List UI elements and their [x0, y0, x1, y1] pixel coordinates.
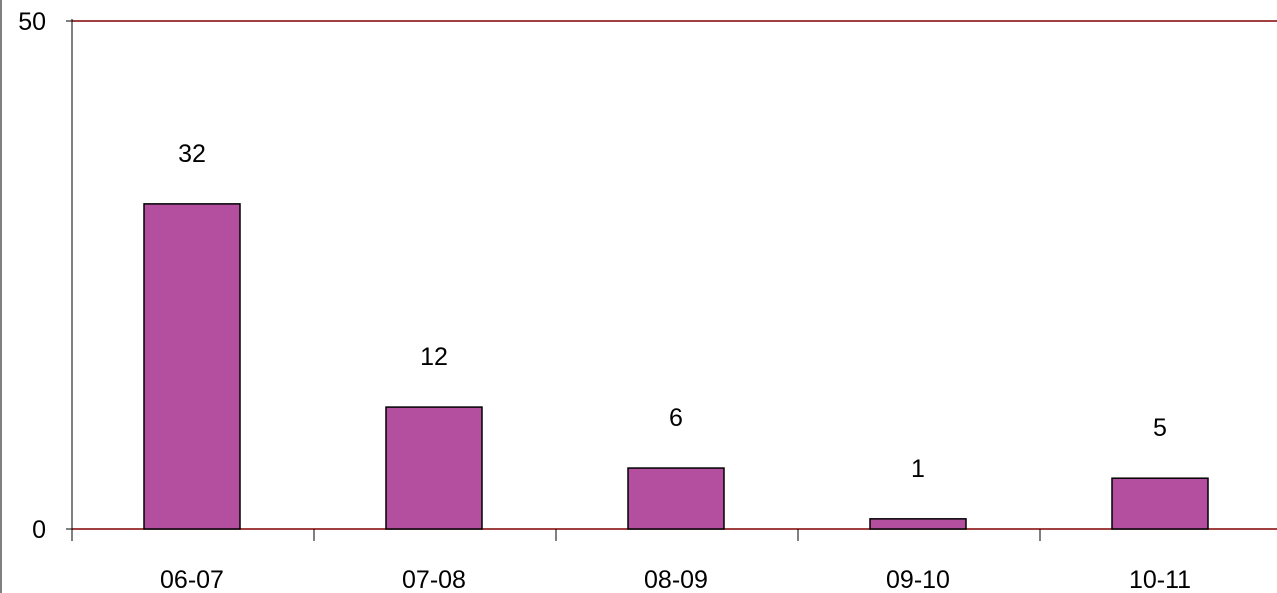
- x-tick-label-06-07: 06-07: [160, 566, 224, 593]
- data-label-09-10: 1: [911, 455, 925, 483]
- data-labels-group: 32 12 6 1 5: [178, 140, 1167, 483]
- y-tick-label: 50: [18, 8, 46, 36]
- bars-group: [143, 203, 1209, 530]
- bar-09-10: [869, 518, 967, 530]
- data-label-06-07: 32: [178, 140, 206, 168]
- x-tick-label-07-08: 07-08: [402, 566, 466, 593]
- y-axis: 0 50: [18, 8, 73, 544]
- data-label-07-08: 12: [420, 343, 448, 371]
- bar-07-08: [385, 406, 483, 530]
- x-tick-label-08-09: 08-09: [644, 566, 708, 593]
- y-tick-label: 0: [32, 516, 46, 544]
- bar-08-09: [627, 467, 725, 530]
- bar-06-07: [143, 203, 241, 530]
- data-label-08-09: 6: [669, 404, 683, 432]
- x-axis: 06-07 07-08 08-09 09-10 10-11: [71, 529, 1191, 593]
- x-tick-label-09-10: 09-10: [886, 566, 950, 593]
- x-tick-label-10-11: 10-11: [1129, 566, 1191, 593]
- data-label-10-11: 5: [1153, 414, 1167, 442]
- bar-10-11: [1111, 477, 1209, 530]
